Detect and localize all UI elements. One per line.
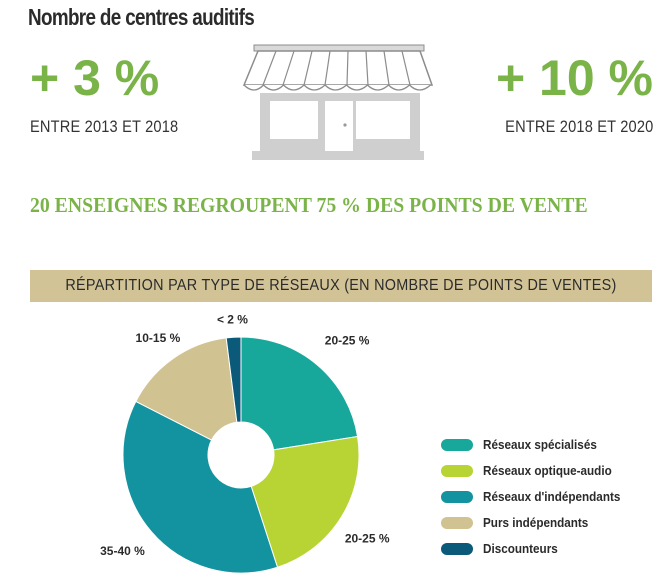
- legend-label: Purs indépendants: [483, 515, 589, 530]
- legend-label: Discounteurs: [483, 541, 558, 556]
- donut-slice-label-1: 20-25 %: [325, 333, 370, 347]
- growth-period-2018-2020: ENTRE 2018 ET 2020: [504, 117, 653, 136]
- growth-period-2013-2018: ENTRE 2013 ET 2018: [30, 117, 179, 136]
- legend-swatch: [441, 439, 473, 451]
- shop-storefront-icon: [242, 44, 434, 160]
- headline-enseignes: 20 ENSEIGNES REGROUPENT 75 % DES POINTS …: [30, 193, 588, 217]
- legend-label: Réseaux d'indépendants: [483, 489, 621, 504]
- donut-slice-1: [240, 336, 359, 451]
- donut-slice-label-2: 20-25 %: [345, 531, 390, 545]
- legend-swatch: [441, 517, 473, 529]
- donut-slice-4: [135, 337, 238, 441]
- section-band: RÉPARTITION PAR TYPE DE RÉSEAUX (EN NOMB…: [30, 270, 652, 302]
- growth-value-2018-2020: + 10 %: [495, 50, 653, 106]
- donut-slice-label-5: < 2 %: [217, 312, 248, 326]
- legend-label: Réseaux optique-audio: [483, 463, 612, 478]
- page-title: Nombre de centres auditifs: [28, 4, 255, 30]
- legend-swatch: [441, 543, 473, 555]
- donut-slice-2: [250, 435, 360, 568]
- legend-label: Réseaux spécialisés: [483, 437, 597, 452]
- donut-slice-label-3: 35-40 %: [100, 544, 145, 558]
- donut-chart: 20-25 % 20-25 % 35-40 % 10-15 % < 2 %: [100, 312, 390, 574]
- legend-swatch: [441, 491, 473, 503]
- legend-swatch: [441, 465, 473, 477]
- section-band-title: RÉPARTITION PAR TYPE DE RÉSEAUX (EN NOMB…: [65, 277, 617, 294]
- growth-value-2013-2018: + 3 %: [30, 50, 160, 106]
- donut-slice-5: [225, 336, 242, 423]
- donut-slice-3: [122, 400, 279, 574]
- donut-slice-label-4: 10-15 %: [136, 331, 181, 345]
